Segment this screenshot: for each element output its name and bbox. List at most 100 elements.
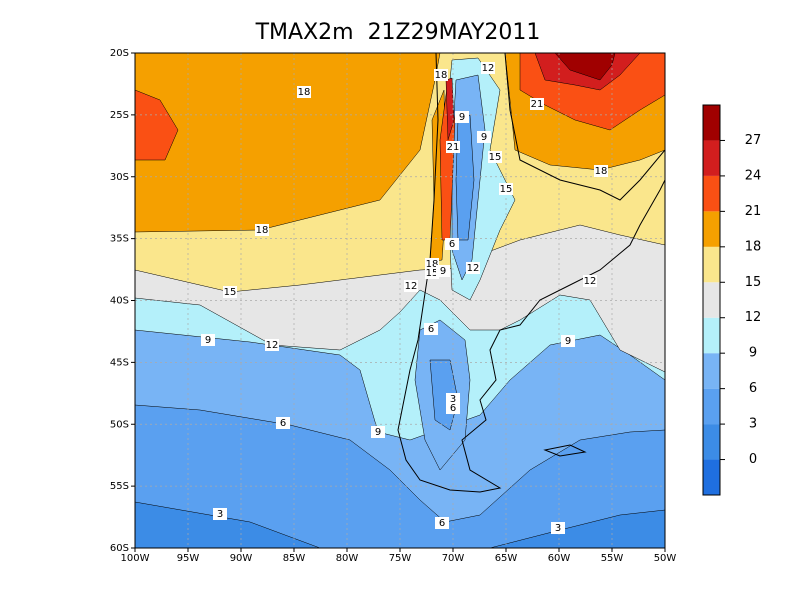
contour-label-bg <box>583 275 597 287</box>
contour-label-bg <box>561 335 575 347</box>
contour-label-bg <box>434 69 448 81</box>
contour-label-bg <box>551 522 565 534</box>
colorbar-swatch <box>703 175 720 212</box>
colorbar-swatch <box>703 282 720 318</box>
y-tick-label: 60S <box>110 543 129 554</box>
colorbar-label: 3 <box>749 417 757 432</box>
contour-label: 6 <box>280 418 286 429</box>
y-tick-label: 20S <box>110 48 129 59</box>
contour-label: 21 <box>447 142 460 153</box>
contour-label: 18 <box>256 225 269 236</box>
x-tick-label: 60W <box>548 553 571 564</box>
contour-label-bg <box>276 417 290 429</box>
contour-label: 12 <box>467 263 480 274</box>
contour-label: 18 <box>595 166 608 177</box>
contour-label-bg <box>297 86 311 98</box>
y-tick-label: 25S <box>110 110 129 121</box>
x-tick-label: 70W <box>442 553 465 564</box>
colorbar-label: 27 <box>745 133 762 148</box>
contour-label-bg <box>477 131 491 143</box>
colorbar-label: 21 <box>745 204 762 219</box>
colorbar-label: 6 <box>749 381 757 396</box>
contour-label: 3 <box>555 523 561 534</box>
colorbar-swatch <box>703 459 720 495</box>
contour-label-bg <box>488 151 502 163</box>
contour-label-bg <box>425 267 439 279</box>
y-tick-label: 50S <box>110 419 129 430</box>
contour-label: 21 <box>531 99 544 110</box>
contour-label: 3 <box>450 394 456 405</box>
contour-label: 15 <box>426 268 439 279</box>
contour-label-bg <box>530 98 544 110</box>
contour-label-bg <box>435 517 449 529</box>
colorbar-swatch <box>703 388 720 425</box>
colorbar-swatch <box>703 211 720 247</box>
contour-label: 15 <box>489 152 502 163</box>
y-tick-label: 40S <box>110 296 129 307</box>
contour-label: 15 <box>500 184 513 195</box>
temperature-field <box>135 53 665 548</box>
colorbar-label: 24 <box>745 168 762 183</box>
x-tick-label: 75W <box>389 553 412 564</box>
contour-label: 9 <box>565 336 571 347</box>
contour-label: 9 <box>459 112 465 123</box>
contour-label: 15 <box>224 287 237 298</box>
contour-label-bg <box>255 224 269 236</box>
contour-fill <box>554 53 616 81</box>
contour-label-bg <box>424 323 438 335</box>
y-tick-label: 45S <box>110 357 129 368</box>
contour-label: 9 <box>481 132 487 143</box>
contour-label-bg <box>445 238 459 250</box>
contour-label-bg <box>213 508 227 520</box>
map-frame <box>134 52 666 549</box>
colorbar-swatch <box>703 353 720 389</box>
contour-label-bg <box>466 262 480 274</box>
contour-label: 9 <box>440 266 446 277</box>
contour-label: 9 <box>375 427 381 438</box>
contour-label-bg <box>223 286 237 298</box>
contour-label-bg <box>481 62 495 74</box>
contour-label: 6 <box>428 324 434 335</box>
contour-fill <box>445 77 455 141</box>
y-tick-label: 35S <box>110 234 129 245</box>
colorbar-frame <box>702 104 721 496</box>
contour-label: 6 <box>439 518 445 529</box>
x-tick-label: 50W <box>654 553 677 564</box>
colorbar: 0 3 6 9 12 15 18 21 24 27 <box>702 104 762 496</box>
contour-label-bg <box>404 280 418 292</box>
y-tick-label: 30S <box>110 172 129 183</box>
contour-fill <box>135 89 179 161</box>
colorbar-label: 12 <box>745 310 762 325</box>
x-tick-label: 90W <box>230 553 253 564</box>
contour-fill <box>135 53 441 233</box>
contour-label-bg <box>436 265 450 277</box>
contour-label: 18 <box>298 87 311 98</box>
contour-label: 12 <box>584 276 597 287</box>
contour-label-bg <box>594 165 608 177</box>
map-title: TMAX2m 21Z29MAY2011 <box>255 20 541 45</box>
colorbar-swatch <box>703 105 720 141</box>
colorbar-label: 15 <box>745 275 762 290</box>
contour-label-bg <box>446 141 460 153</box>
x-tick-label: 55W <box>601 553 624 564</box>
coastline <box>397 53 665 493</box>
contour-label-bg <box>201 334 215 346</box>
contour-label-bg <box>499 183 513 195</box>
contour-label-bg <box>371 426 385 438</box>
contour-label-bg <box>446 402 460 414</box>
contour-label: 6 <box>450 403 456 414</box>
x-tick-label: 65W <box>495 553 518 564</box>
y-tick-label: 55S <box>110 481 129 492</box>
contour-label: 12 <box>482 63 495 74</box>
contour-label: 3 <box>217 509 223 520</box>
colorbar-swatch <box>703 424 720 460</box>
colorbar-swatch <box>703 246 720 283</box>
colorbar-label: 18 <box>745 239 762 254</box>
falkland-islands <box>543 444 587 457</box>
x-tick-label: 80W <box>336 553 359 564</box>
contour-label: 9 <box>205 335 211 346</box>
contour-label: 18 <box>426 259 439 270</box>
contour-label-bg <box>455 111 469 123</box>
